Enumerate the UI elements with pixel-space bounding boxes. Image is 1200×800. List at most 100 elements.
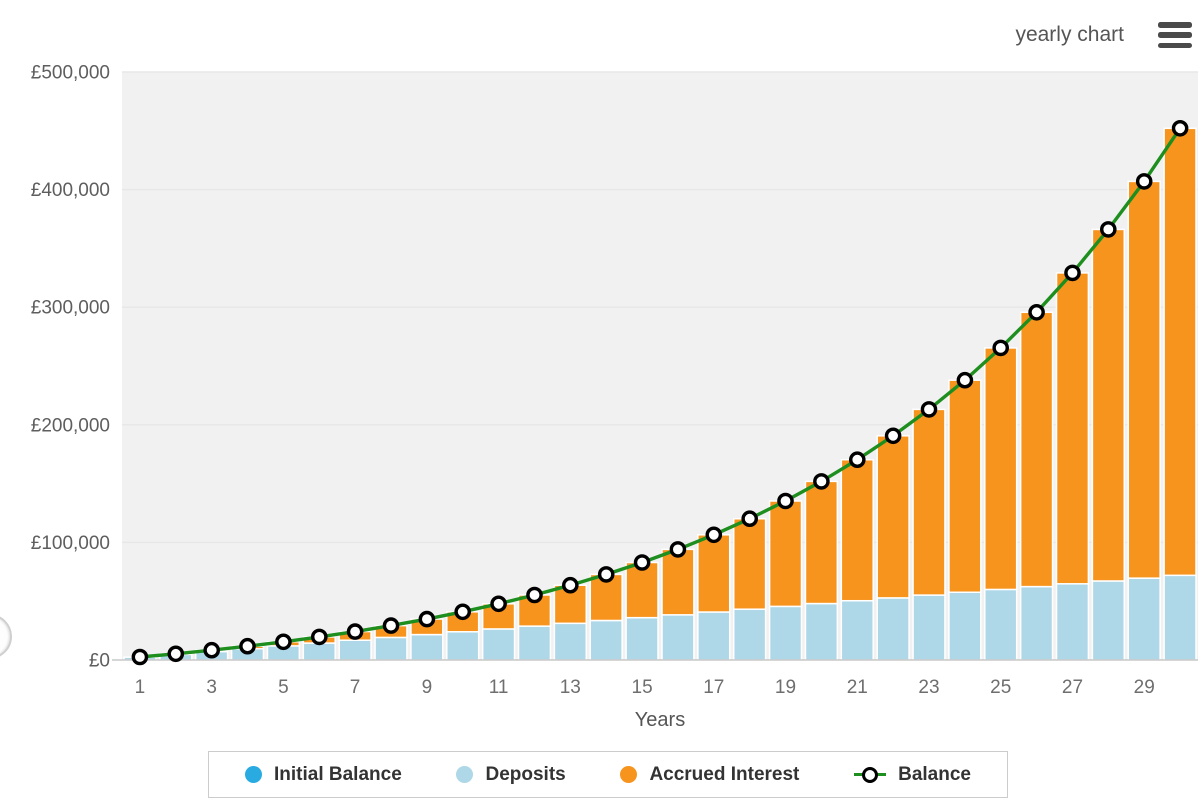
y-tick-label: £400,000 [31, 180, 110, 201]
balance-marker-year-5[interactable] [275, 633, 292, 651]
bar-accrued-interest-year-19[interactable] [768, 500, 803, 608]
bar-deposits-year-19[interactable] [768, 605, 803, 661]
balance-marker-year-9[interactable] [418, 610, 436, 628]
bar-deposits-year-28[interactable] [1091, 580, 1126, 661]
bar-deposits-year-8[interactable] [374, 636, 408, 661]
balance-marker-year-30[interactable] [1171, 120, 1189, 137]
balance-marker-year-27[interactable] [1064, 264, 1081, 282]
bar-accrued-interest-year-25[interactable] [984, 347, 1018, 591]
balance-marker-year-4[interactable] [239, 637, 256, 655]
bar-accrued-interest-year-20[interactable] [804, 480, 839, 605]
balance-marker-year-28[interactable] [1100, 221, 1117, 238]
balance-marker-year-23[interactable] [920, 401, 938, 418]
balance-marker-year-6[interactable] [310, 628, 328, 646]
balance-marker-year-1[interactable] [131, 648, 149, 666]
x-tick-label: 9 [422, 677, 433, 698]
x-tick-label: 15 [632, 677, 653, 698]
legend-item-accrued-interest[interactable]: Accrued Interest [620, 764, 799, 786]
x-tick-label: 25 [990, 677, 1011, 698]
chart-legend: Initial Balance Deposits Accrued Interes… [208, 751, 1008, 798]
bar-deposits-year-14[interactable] [589, 619, 623, 661]
bar-accrued-interest-year-29[interactable] [1127, 180, 1161, 579]
bar-deposits-year-15[interactable] [625, 616, 659, 661]
legend-item-deposits[interactable]: Deposits [456, 764, 566, 786]
deposits-dot-icon [456, 766, 474, 783]
bar-deposits-year-13[interactable] [553, 622, 588, 661]
bar-accrued-interest-year-21[interactable] [840, 458, 874, 602]
bar-deposits-year-26[interactable] [1019, 585, 1054, 661]
balance-line-marker-icon [854, 766, 887, 784]
balance-marker-year-13[interactable] [562, 576, 579, 594]
balance-marker-year-29[interactable] [1135, 173, 1153, 190]
x-tick-label: 11 [489, 677, 509, 698]
initial-balance-dot-icon [245, 766, 262, 783]
balance-marker-year-14[interactable] [597, 566, 615, 583]
x-tick-label: 19 [775, 677, 796, 698]
bar-accrued-interest-year-28[interactable] [1091, 228, 1126, 582]
bar-accrued-interest-year-22[interactable] [876, 435, 910, 599]
balance-marker-year-21[interactable] [849, 451, 866, 469]
balance-marker-year-18[interactable] [741, 510, 759, 528]
y-tick-label: £500,000 [31, 63, 110, 84]
bar-deposits-year-23[interactable] [912, 594, 946, 661]
balance-marker-year-24[interactable] [956, 371, 974, 389]
bar-accrued-interest-year-16[interactable] [661, 548, 695, 616]
balance-marker-year-11[interactable] [490, 595, 507, 613]
bar-deposits-year-9[interactable] [410, 633, 444, 661]
bar-deposits-year-17[interactable] [697, 611, 731, 661]
balance-marker-year-7[interactable] [346, 623, 364, 640]
x-tick-label: 13 [560, 677, 581, 698]
balance-marker-year-8[interactable] [382, 617, 400, 634]
bar-deposits-year-27[interactable] [1055, 583, 1090, 661]
x-tick-label: 1 [135, 677, 146, 698]
x-tick-label: 3 [206, 677, 217, 698]
bar-deposits-year-20[interactable] [804, 602, 839, 661]
bar-deposits-year-16[interactable] [661, 614, 695, 661]
balance-marker-year-2[interactable] [167, 645, 185, 663]
balance-marker-year-17[interactable] [705, 526, 723, 544]
bar-deposits-year-29[interactable] [1127, 577, 1161, 661]
bar-deposits-year-12[interactable] [517, 625, 552, 661]
hamburger-menu-icon[interactable] [1158, 22, 1192, 48]
bar-deposits-year-21[interactable] [840, 599, 874, 661]
legend-label: Balance [898, 763, 971, 785]
legend-label: Initial Balance [274, 763, 402, 785]
balance-marker-year-26[interactable] [1028, 303, 1045, 321]
bar-accrued-interest-year-26[interactable] [1019, 311, 1054, 588]
bar-deposits-year-10[interactable] [446, 631, 480, 661]
bar-deposits-year-25[interactable] [984, 588, 1018, 661]
bar-deposits-year-7[interactable] [338, 639, 372, 661]
x-tick-label: 27 [1062, 677, 1083, 698]
balance-marker-year-3[interactable] [203, 641, 220, 659]
balance-marker-year-12[interactable] [526, 586, 543, 604]
bar-accrued-interest-year-23[interactable] [912, 408, 946, 596]
x-tick-label: 29 [1134, 677, 1155, 698]
legend-item-initial-balance[interactable]: Initial Balance [245, 764, 402, 786]
bar-accrued-interest-year-27[interactable] [1055, 272, 1090, 585]
bar-deposits-year-18[interactable] [732, 608, 767, 661]
x-tick-label: 7 [350, 677, 361, 698]
x-axis-title: Years [635, 709, 685, 731]
bar-deposits-year-6[interactable] [302, 642, 336, 661]
balance-marker-year-19[interactable] [777, 492, 794, 510]
bar-accrued-interest-year-17[interactable] [697, 534, 731, 613]
bar-deposits-year-22[interactable] [876, 597, 910, 661]
balance-marker-year-22[interactable] [884, 427, 902, 445]
balance-marker-year-25[interactable] [992, 339, 1010, 357]
balance-marker-year-20[interactable] [813, 473, 830, 490]
y-tick-label: £100,000 [31, 533, 110, 554]
chart-plot-area[interactable]: £0 £100,000 £200,000 £300,000 £400,000 £500,0… [0, 0, 1200, 745]
legend-item-balance[interactable]: Balance [854, 764, 971, 786]
bar-accrued-interest-year-15[interactable] [625, 561, 659, 619]
bar-accrued-interest-year-18[interactable] [732, 517, 767, 610]
bar-accrued-interest-year-24[interactable] [948, 379, 982, 594]
legend-label: Accrued Interest [649, 763, 800, 785]
balance-marker-year-10[interactable] [454, 603, 472, 621]
bar-accrued-interest-year-30[interactable] [1163, 127, 1197, 577]
balance-marker-year-15[interactable] [633, 554, 651, 571]
bar-deposits-year-30[interactable] [1163, 574, 1197, 661]
bar-deposits-year-11[interactable] [481, 628, 516, 661]
balance-marker-year-16[interactable] [669, 541, 687, 558]
bar-deposits-year-24[interactable] [948, 591, 982, 661]
x-tick-label: 23 [918, 677, 939, 698]
